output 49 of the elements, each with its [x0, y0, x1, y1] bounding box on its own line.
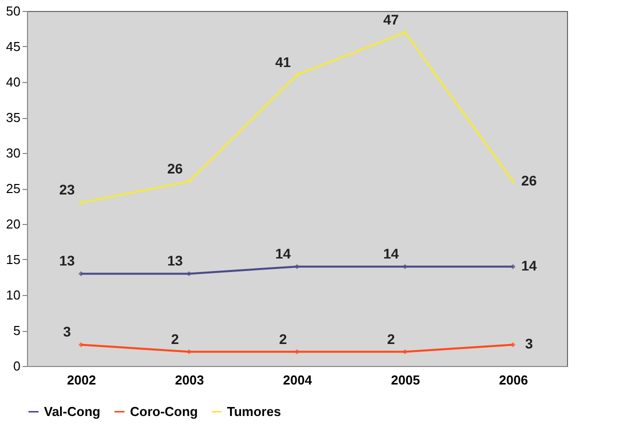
y-tick-label: 15 [6, 252, 20, 267]
legend-label: Val-Cong [44, 404, 100, 419]
x-tick-label: 2003 [175, 372, 204, 388]
point [186, 271, 192, 276]
data-label: 2 [279, 330, 288, 347]
data-label: 13 [59, 252, 75, 269]
point [510, 342, 516, 348]
y-tick-label: 5 [13, 323, 20, 338]
point [402, 30, 408, 35]
point [510, 264, 516, 270]
y-tick-label: 40 [6, 74, 20, 90]
y-tick-label: 25 [6, 181, 20, 196]
point [510, 178, 516, 184]
data-label: 26 [167, 160, 183, 176]
data-label: 14 [383, 246, 399, 262]
y-tick-label: 10 [6, 288, 20, 302]
point [78, 342, 84, 348]
y-tick-label: 0 [13, 358, 20, 374]
point [186, 349, 192, 354]
point [294, 349, 300, 354]
data-label: 14 [275, 246, 291, 262]
point [78, 200, 84, 206]
y-tick-label: 45 [6, 39, 20, 54]
point [294, 264, 300, 270]
data-label: 2 [171, 330, 180, 347]
y-tick-label: 30 [6, 146, 20, 160]
y-tick-label: 50 [6, 4, 20, 18]
x-tick-label: 2004 [283, 372, 313, 388]
point [186, 178, 192, 184]
data-label: 47 [383, 11, 399, 28]
x-tick-label: 2002 [67, 372, 96, 388]
x-tick-label: 2006 [499, 372, 528, 388]
legend-label: Coro-Cong [130, 404, 198, 419]
data-label: 13 [167, 252, 183, 269]
point [78, 271, 84, 276]
data-label: 3 [63, 324, 72, 340]
x-tick-label: 2005 [391, 372, 420, 388]
point [402, 349, 408, 354]
data-label: 2 [387, 330, 396, 347]
data-label: 41 [275, 54, 291, 70]
point [402, 264, 408, 270]
y-tick-label: 20 [6, 216, 20, 232]
data-label: 23 [59, 182, 75, 198]
point [294, 72, 300, 78]
y-tick-label: 35 [6, 110, 20, 125]
data-label: 3 [525, 336, 534, 352]
data-label: 26 [521, 172, 537, 188]
legend-label: Tumores [227, 404, 281, 419]
data-label: 14 [521, 258, 537, 274]
